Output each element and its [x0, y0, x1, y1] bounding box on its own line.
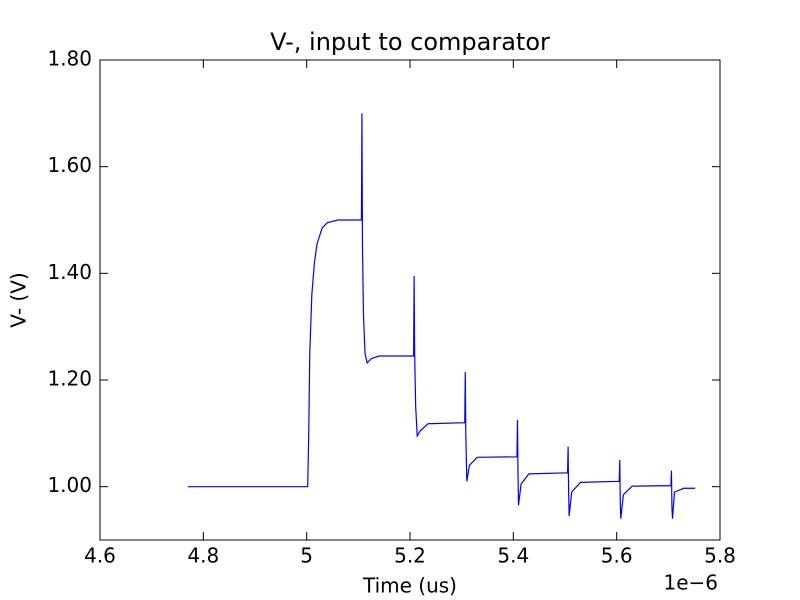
x-tick-label: 5.8	[704, 544, 736, 568]
x-tick-label: 5.6	[601, 544, 633, 568]
y-tick-label: 1.80	[47, 47, 92, 71]
x-tick-label: 5.4	[497, 544, 529, 568]
y-axis-label: V- (V)	[7, 272, 31, 327]
x-offset-label: 1e−6	[663, 571, 718, 595]
y-tick-label: 1.00	[47, 473, 92, 497]
chart-title: V-, input to comparator	[270, 28, 550, 56]
x-tick-label: 4.6	[84, 544, 116, 568]
x-tick-label: 5	[300, 544, 313, 568]
y-tick-label: 1.40	[47, 260, 92, 284]
x-tick-label: 5.2	[394, 544, 426, 568]
x-tick-label: 4.8	[187, 544, 219, 568]
y-tick-label: 1.20	[47, 367, 92, 391]
data-line	[187, 113, 696, 519]
y-tick-label: 1.60	[47, 153, 92, 177]
x-axis-label: Time (us)	[362, 574, 457, 598]
plot-frame	[99, 59, 721, 541]
